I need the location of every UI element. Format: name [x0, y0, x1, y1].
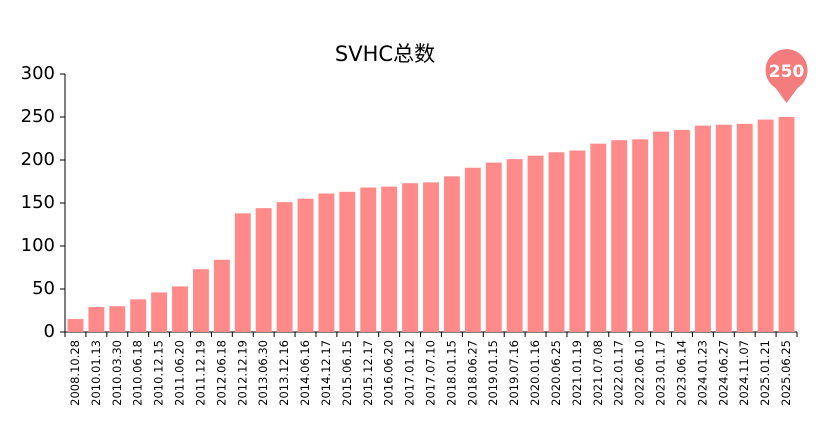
x-tick-label: 2011.06.20: [173, 340, 187, 406]
bar: [192, 269, 209, 332]
bar: [778, 117, 795, 332]
x-tick-label: 2014.06.16: [298, 340, 312, 406]
x-tick-label: 2024.11.07: [737, 340, 751, 406]
x-tick-label: 2019.07.16: [507, 340, 521, 406]
bar: [736, 123, 753, 332]
bar: [318, 193, 335, 332]
x-tick-label: 2025.01.21: [758, 340, 772, 406]
data-label: 250: [769, 62, 805, 82]
y-tick-label: 0: [44, 321, 55, 342]
bar: [632, 139, 649, 332]
y-tick-label: 300: [21, 63, 55, 84]
y-tick-label: 50: [32, 278, 55, 299]
bar: [506, 159, 523, 332]
bar: [130, 299, 147, 332]
x-tick-label: 2023.06.14: [674, 340, 688, 406]
x-tick-label: 2025.06.25: [779, 340, 793, 406]
x-tick-label: 2020.06.25: [549, 340, 563, 406]
bar: [360, 187, 377, 332]
x-tick-label: 2017.07.10: [424, 340, 438, 406]
bar: [213, 259, 230, 332]
bar: [590, 143, 607, 332]
y-tick-label: 100: [21, 235, 55, 256]
x-tick-label: 2015.12.17: [361, 340, 375, 406]
bar: [172, 286, 188, 332]
x-tick-label: 2021.01.19: [570, 340, 584, 406]
y-tick-label: 250: [21, 106, 55, 127]
x-tick-label: 2011.12.19: [193, 340, 207, 406]
bar: [276, 202, 293, 332]
x-tick-label: 2015.06.15: [340, 340, 354, 406]
bar: [297, 198, 314, 332]
x-tick-label: 2024.01.23: [695, 340, 709, 406]
x-tick-label: 2016.06.20: [382, 340, 396, 406]
x-tick-label: 2017.01.12: [403, 340, 417, 406]
bar: [339, 191, 356, 332]
y-tick-label: 200: [21, 149, 55, 170]
x-tick-label: 2022.01.17: [612, 340, 626, 406]
x-tick-label: 2013.12.16: [277, 340, 291, 406]
bar: [402, 183, 419, 332]
bar: [67, 319, 84, 332]
chart-title: SVHC总数: [335, 42, 435, 66]
bar: [464, 167, 481, 332]
bar: [715, 124, 732, 333]
bar: [548, 152, 565, 332]
x-tick-label: 2023.01.17: [654, 340, 668, 406]
bar: [757, 119, 774, 332]
x-tick-label: 2010.01.13: [89, 340, 103, 406]
x-tick-label: 2020.01.16: [528, 340, 542, 406]
x-tick-label: 2010.03.30: [110, 340, 124, 406]
bar: [423, 182, 439, 332]
bar: [443, 176, 460, 332]
callout-pin: [765, 49, 808, 103]
x-tick-label: 2022.06.10: [633, 340, 647, 406]
x-tick-label: 2010.06.18: [131, 340, 145, 406]
bar: [527, 155, 544, 332]
bar: [653, 131, 670, 332]
x-tick-label: 2021.07.08: [591, 340, 605, 406]
x-tick-label: 2019.01.15: [486, 340, 500, 406]
bar: [674, 129, 690, 332]
x-tick-label: 2010.12.15: [152, 340, 166, 406]
x-tick-label: 2008.10.28: [68, 340, 82, 406]
x-tick-label: 2018.01.15: [444, 340, 458, 406]
bar: [485, 162, 502, 332]
x-tick-label: 2012.12.19: [235, 340, 249, 406]
bar: [381, 186, 398, 332]
x-tick-label: 2014.12.17: [319, 340, 333, 406]
bar: [151, 292, 168, 332]
y-tick-label: 150: [21, 192, 55, 213]
x-tick-label: 2018.06.27: [465, 340, 479, 406]
bar: [234, 213, 251, 332]
bar: [255, 208, 272, 332]
bar: [88, 307, 105, 332]
bar: [109, 306, 126, 332]
bar: [569, 150, 586, 332]
bar: [611, 140, 628, 332]
x-tick-label: 2024.06.27: [716, 340, 730, 406]
bar: [694, 125, 711, 332]
x-tick-label: 2012.06.18: [214, 340, 228, 406]
x-tick-label: 2013.06.30: [256, 340, 270, 406]
